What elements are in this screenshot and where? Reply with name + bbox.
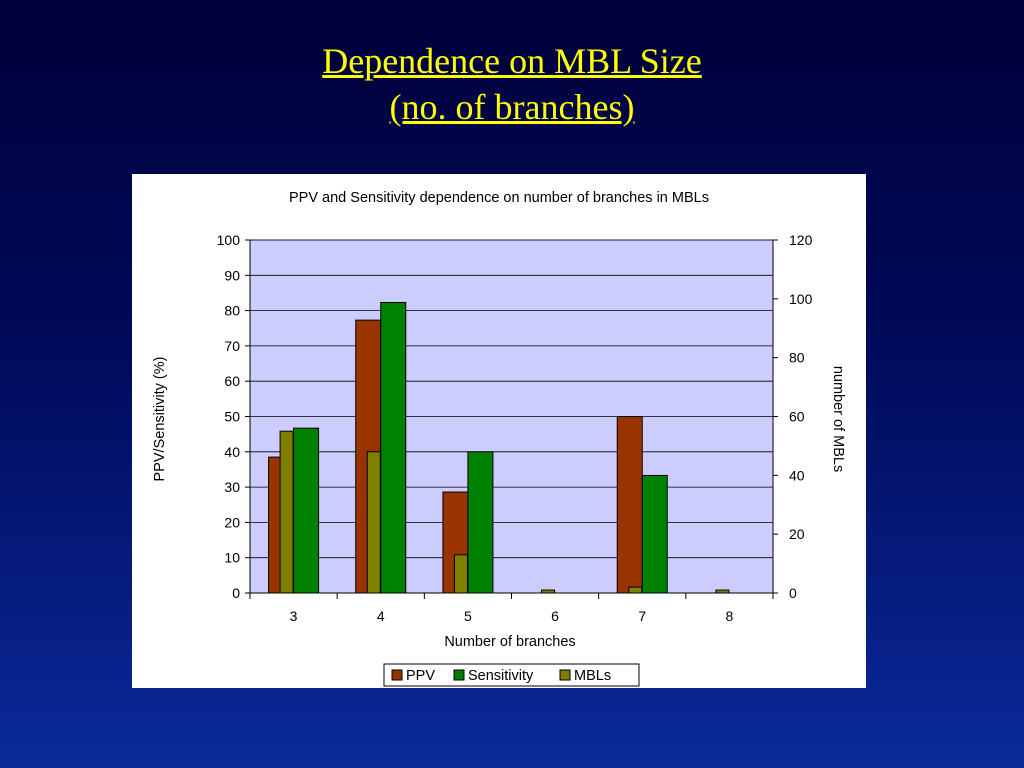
legend-swatch-ppv: [391, 669, 403, 681]
bar-mbls-5: [453, 554, 468, 594]
chart-title: PPV and Sensitivity dependence on number…: [289, 190, 709, 206]
legend-swatch-sensitivity: [453, 669, 465, 681]
x-tick-label: 3: [290, 608, 298, 624]
y2-axis-label: number of MBLs: [830, 366, 846, 472]
y-tick-label: 100: [217, 232, 241, 248]
legend: PPV Sensitivity MBLs: [383, 663, 640, 687]
y-tick-label: 60: [224, 373, 240, 389]
slide-title: Dependence on MBL Size (no. of branches): [0, 38, 1024, 130]
y2-tick-label: 40: [789, 467, 805, 483]
bar-mbls-6: [541, 589, 556, 594]
slide-title-line1: Dependence on MBL Size: [322, 41, 702, 81]
chart-frame: PPV and Sensitivity dependence on number…: [132, 174, 866, 688]
y2-tick-label: 80: [789, 350, 805, 366]
legend-box: [383, 663, 640, 687]
y-tick-label: 90: [224, 267, 240, 283]
x-tick-label: 8: [726, 608, 734, 624]
y2-tick-label: 20: [789, 526, 805, 542]
x-tick-label: 7: [638, 608, 646, 624]
y-tick-label: 10: [224, 550, 240, 566]
bar-sensitivity-4: [380, 301, 407, 594]
bar-mbls-7: [628, 586, 643, 594]
y-tick-label: 50: [224, 409, 240, 425]
legend-label-sensitivity: Sensitivity: [468, 668, 534, 684]
y-axis-label: PPV/Sensitivity (%): [152, 357, 168, 482]
bar-chart: PPV and Sensitivity dependence on number…: [152, 190, 846, 687]
y-tick-label: 80: [224, 303, 240, 319]
y-tick-label: 0: [232, 585, 240, 601]
y-tick-label: 30: [224, 479, 240, 495]
x-tick-label: 4: [377, 608, 385, 624]
y-tick-label: 20: [224, 514, 240, 530]
slide-title-line2: (no. of branches): [389, 87, 635, 127]
y-tick-label: 40: [224, 444, 240, 460]
bar-sensitivity-5: [467, 451, 494, 594]
y2-tick-label: 60: [789, 409, 805, 425]
x-tick-label: 5: [464, 608, 472, 624]
bar-mbls-3: [279, 430, 294, 594]
bar-mbls-4: [366, 451, 381, 594]
legend-label-ppv: PPV: [406, 668, 435, 684]
y2-tick-label: 120: [789, 232, 813, 248]
y2-tick-label: 0: [789, 585, 797, 601]
bar-sensitivity-3: [293, 427, 320, 594]
y-tick-label: 70: [224, 338, 240, 354]
bar-sensitivity-7: [641, 474, 668, 594]
y2-tick-label: 100: [789, 291, 813, 307]
x-axis-label: Number of branches: [444, 634, 575, 650]
bar-mbls-8: [715, 589, 730, 594]
legend-label-mbls: MBLs: [574, 668, 611, 684]
bar-ppv-7: [616, 416, 643, 594]
legend-swatch-mbls: [559, 669, 571, 681]
x-tick-label: 6: [551, 608, 559, 624]
